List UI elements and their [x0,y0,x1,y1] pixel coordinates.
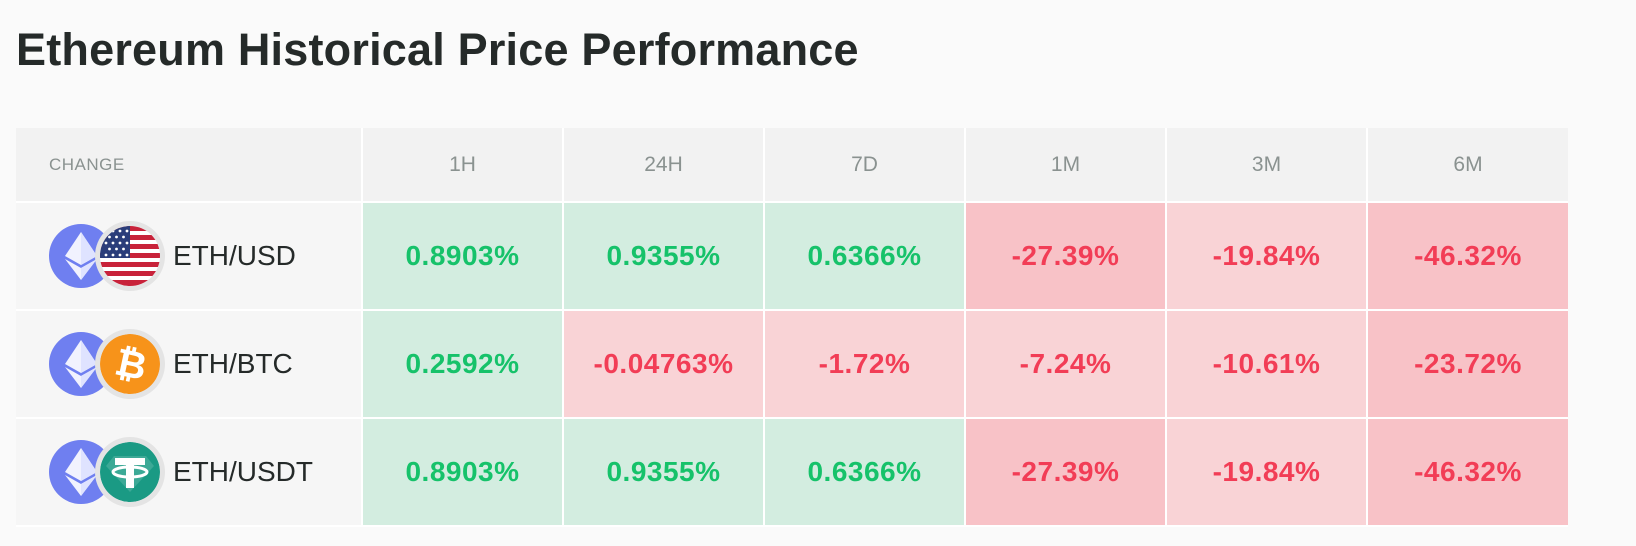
change-1h-value: 0.8903% [363,419,564,527]
table-row: ₿ ETH/BTC 0.2592% -0.04763% -1.72% -7.24… [16,311,1568,419]
change-6m-value: -46.32% [1368,419,1568,527]
page-title: Ethereum Historical Price Performance [16,24,859,75]
pair-label: ETH/USDT [173,456,313,487]
change-24h-value: 0.9355% [564,203,765,311]
change-3m-value: -19.84% [1167,419,1368,527]
change-6m-value: -46.32% [1368,203,1568,311]
change-3m-value: -10.61% [1167,311,1368,419]
column-header-1h: 1H [363,128,564,203]
pair-label: ETH/BTC [173,348,293,379]
column-header-6m: 6M [1368,128,1568,203]
us-flag-icon [100,226,160,286]
pair-cell[interactable]: ETH/USD [16,203,363,311]
column-header-7d: 7D [765,128,966,203]
change-24h-value: -0.04763% [564,311,765,419]
change-7d-value: 0.6366% [765,203,966,311]
change-6m-value: -23.72% [1368,311,1568,419]
change-1m-value: -27.39% [966,203,1167,311]
column-header-change: CHANGE [16,128,363,203]
price-performance-table: CHANGE 1H 24H 7D 1M 3M 6M [16,128,1568,527]
change-1h-value: 0.2592% [363,311,564,419]
pair-cell[interactable]: ₿ ETH/BTC [16,311,363,419]
change-24h-value: 0.9355% [564,419,765,527]
change-1m-value: -7.24% [966,311,1167,419]
table-row: ETH/USDT 0.8903% 0.9355% 0.6366% -27.39%… [16,419,1568,527]
change-7d-value: 0.6366% [765,419,966,527]
bitcoin-icon: ₿ [100,334,160,394]
change-1h-value: 0.8903% [363,203,564,311]
table-row: ETH/USD 0.8903% 0.9355% 0.6366% -27.39% … [16,203,1568,311]
column-header-3m: 3M [1167,128,1368,203]
change-1m-value: -27.39% [966,419,1167,527]
tether-icon [100,442,160,502]
column-header-1m: 1M [966,128,1167,203]
column-header-24h: 24H [564,128,765,203]
pair-cell[interactable]: ETH/USDT [16,419,363,527]
change-7d-value: -1.72% [765,311,966,419]
table-header-row: CHANGE 1H 24H 7D 1M 3M 6M [16,128,1568,203]
pair-label: ETH/USD [173,240,296,271]
change-3m-value: -19.84% [1167,203,1368,311]
